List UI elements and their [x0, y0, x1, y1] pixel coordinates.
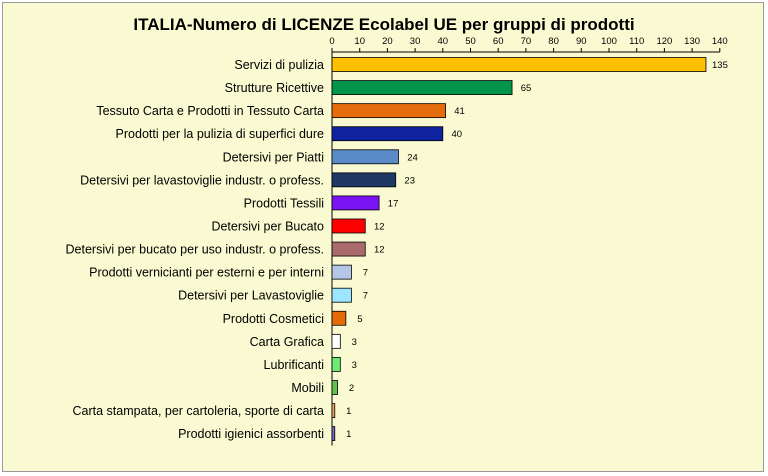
x-axis: 0 10 20 30 40 50 60 70 80 90 100 110 120 130 140Serviz…	[66, 36, 728, 446]
x-tick-label: 70	[521, 36, 532, 47]
x-tick-label: 50	[465, 36, 476, 47]
x-tick-label: 20	[382, 36, 393, 47]
data-label: 12	[374, 221, 385, 232]
category-label: Detersivi per Bucato	[211, 219, 324, 233]
x-tick-label: 0	[329, 36, 334, 47]
data-label: 24	[407, 152, 418, 163]
bar	[331, 380, 338, 395]
category-label: Prodotti Tessili	[244, 196, 324, 210]
x-tick-label: 10	[354, 36, 365, 47]
category-label: Strutture Ricettive	[225, 81, 324, 95]
bar	[331, 426, 336, 442]
bar	[331, 126, 444, 142]
data-label: 23	[404, 175, 415, 186]
data-label: 5	[357, 314, 362, 325]
category-label: Detersivi per bucato per uso industr. o …	[66, 243, 324, 257]
data-label: 41	[454, 106, 465, 117]
data-label: 1	[346, 406, 351, 417]
x-tick-label: 120	[656, 36, 672, 47]
category-label: Detersivi per lavastoviglie industr. o p…	[80, 173, 324, 187]
category-label: Servizi di pulizia	[234, 58, 324, 72]
x-tick-label: 140	[712, 36, 728, 47]
category-label: Detersivi per Piatti	[223, 150, 324, 164]
category-label: Tessuto Carta e Prodotti in Tessuto Cart…	[96, 104, 324, 118]
x-tick-label: 90	[576, 36, 587, 47]
x-tick-label: 40	[438, 36, 449, 47]
bar	[331, 57, 707, 72]
category-label: Lubrificanti	[264, 358, 324, 372]
x-tick-label: 80	[548, 36, 559, 47]
bar	[331, 241, 366, 257]
bar	[331, 357, 341, 372]
data-label: 3	[352, 337, 357, 348]
category-label: Carta Grafica	[250, 335, 324, 349]
data-label: 40	[452, 129, 463, 140]
data-label: 17	[388, 198, 399, 209]
data-label: 7	[363, 291, 368, 302]
data-label: 7	[363, 268, 368, 279]
bar	[331, 195, 380, 211]
category-label: Carta stampata, per cartoleria, sporte d…	[72, 404, 324, 418]
bar	[331, 80, 513, 95]
x-tick-label: 110	[629, 36, 644, 47]
bar	[331, 172, 397, 188]
category-label: Prodotti per la pulizia di superfici dur…	[116, 127, 324, 141]
category-label: Prodotti igienici assorbenti	[178, 427, 324, 441]
bar	[331, 149, 399, 165]
x-tick-label: 100	[601, 36, 617, 47]
bar	[331, 333, 341, 349]
bar	[331, 103, 446, 119]
x-tick-label: 130	[684, 36, 700, 47]
data-label: 135	[712, 60, 728, 71]
data-label: 3	[352, 360, 357, 371]
data-label: 12	[374, 245, 385, 256]
bar	[331, 403, 336, 418]
bars: 135 65 41 40 24 23 17 12 12 7 7 5 3 3 2 1 1	[331, 57, 728, 442]
data-label: 65	[521, 83, 532, 94]
x-tick-label: 30	[410, 36, 421, 47]
category-label: Detersivi per Lavastoviglie	[178, 289, 324, 303]
chart-title: ITALIA-Numero di LICENZE Ecolabel UE per…	[133, 15, 635, 34]
data-label: 2	[349, 383, 354, 394]
data-label: 1	[346, 429, 351, 440]
category-label: Prodotti Cosmetici	[223, 312, 324, 326]
bar	[331, 218, 366, 234]
category-label: Mobili	[291, 381, 324, 395]
bar	[331, 287, 352, 303]
category-label: Prodotti vernicianti per esterni e per i…	[89, 266, 324, 280]
bar	[331, 310, 347, 326]
x-tick-label: 60	[493, 36, 504, 47]
bar	[331, 264, 352, 280]
